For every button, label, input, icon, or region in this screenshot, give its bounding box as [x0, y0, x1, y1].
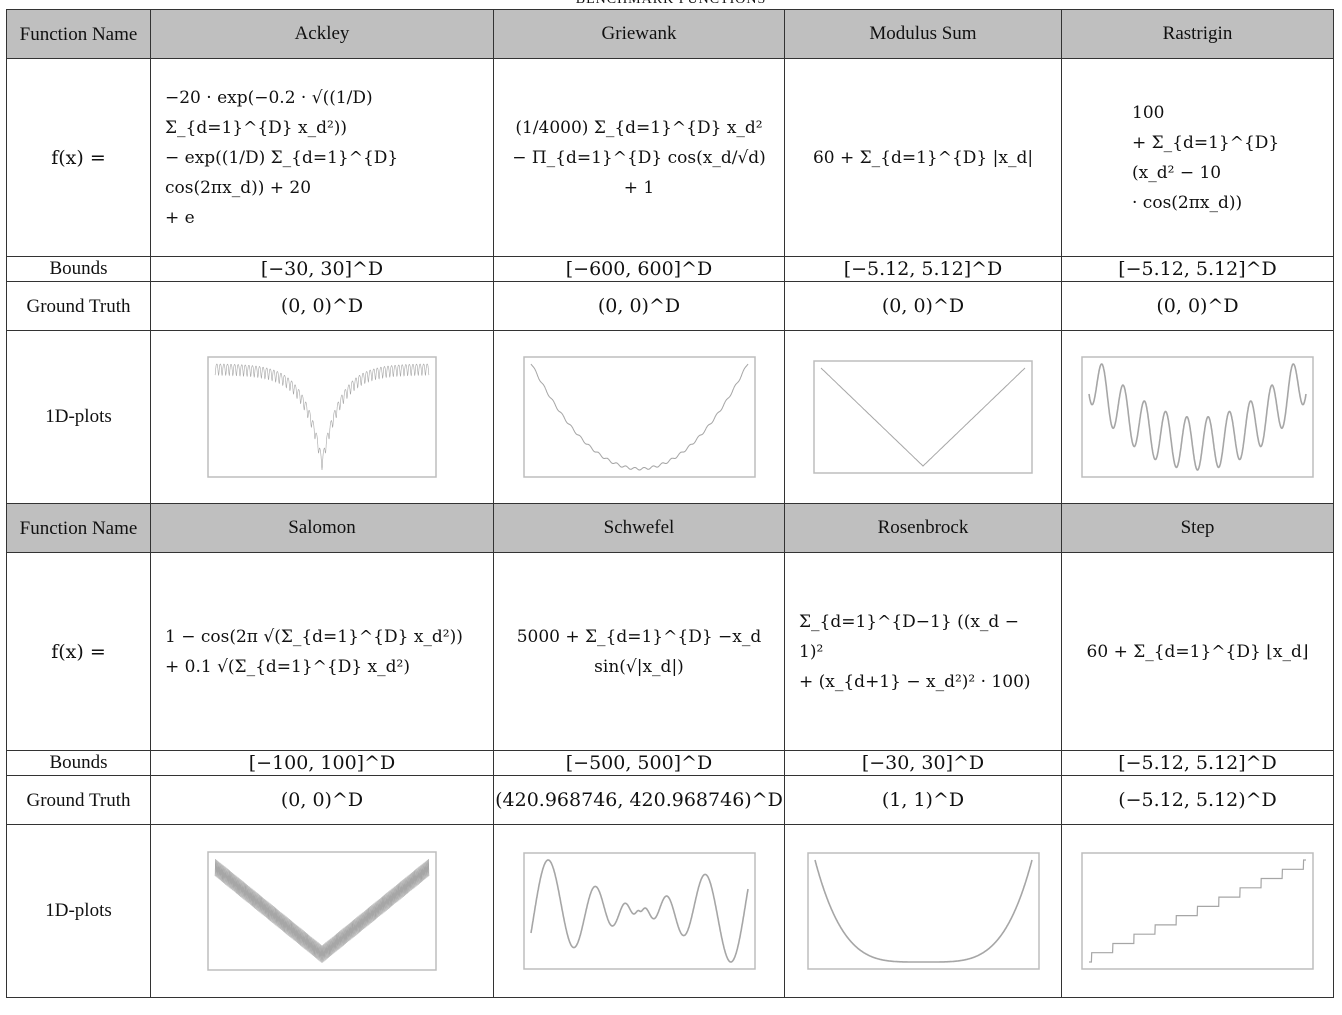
formula-rastrigin: 100 + Σ_{d=1}^{D} (x_d² − 10 · cos(2πx_d…	[1061, 58, 1334, 257]
plot-curve	[813, 859, 1033, 963]
plot-rastrigin	[1081, 356, 1314, 478]
formula-ackley: −20 · exp(−0.2 · √((1/D) Σ_{d=1}^{D} x_d…	[150, 58, 494, 257]
row-label-ground-truth: Ground Truth	[6, 281, 151, 331]
plot-cell-rosenbrock	[784, 824, 1062, 998]
bounds-griewank: [−600, 600]^D	[493, 256, 785, 282]
bounds-rastrigin: [−5.12, 5.12]^D	[1061, 256, 1334, 282]
ground-truth-step: (−5.12, 5.12)^D	[1061, 775, 1334, 825]
plot-cell-rastrigin	[1061, 330, 1334, 504]
row-label-fx: f(x) =	[6, 58, 151, 257]
plot-step	[1081, 852, 1314, 970]
plot-frame	[207, 851, 437, 971]
function-name-step: Step	[1061, 503, 1334, 553]
bounds-schwefel: [−500, 500]^D	[493, 750, 785, 776]
formula-row-2: f(x) = 1 − cos(2π √(Σ_{d=1}^{D} x_d²)) +…	[6, 552, 1334, 751]
bounds-step: [−5.12, 5.12]^D	[1061, 750, 1334, 776]
plot-frame	[522, 356, 756, 478]
formula-row-1: f(x) = −20 · exp(−0.2 · √((1/D) Σ_{d=1}^…	[6, 58, 1334, 257]
row-label-plots: 1D-plots	[6, 330, 151, 504]
row-label-fx: f(x) =	[6, 552, 151, 751]
plot-cell-griewank	[493, 330, 785, 504]
plot-curve	[214, 363, 430, 471]
bounds-modulus-sum: [−5.12, 5.12]^D	[784, 256, 1062, 282]
function-name-ackley: Ackley	[150, 9, 494, 59]
plot-row-2: 1D-plots	[6, 824, 1334, 998]
row-label-ground-truth: Ground Truth	[6, 775, 151, 825]
plot-frame	[1081, 852, 1314, 970]
formula-rosenbrock: Σ_{d=1}^{D−1} ((x_d − 1)² + (x_{d+1} − x…	[784, 552, 1062, 751]
ground-truth-griewank: (0, 0)^D	[493, 281, 785, 331]
plot-schwefel	[522, 852, 756, 970]
plot-curve	[214, 858, 430, 964]
benchmark-table: Function Name Ackley Griewank Modulus Su…	[6, 9, 1334, 998]
plot-frame	[1081, 356, 1314, 478]
row-label-function-name: Function Name	[6, 503, 151, 553]
header-row-2: Function Name Salomon Schwefel Rosenbroc…	[6, 503, 1334, 553]
ground-truth-row-2: Ground Truth (0, 0)^D (420.968746, 420.9…	[6, 775, 1334, 825]
plot-row-1: 1D-plots	[6, 330, 1334, 504]
plot-griewank	[522, 356, 756, 478]
function-name-rosenbrock: Rosenbrock	[784, 503, 1062, 553]
bounds-row-1: Bounds [−30, 30]^D [−600, 600]^D [−5.12,…	[6, 256, 1334, 282]
header-row-1: Function Name Ackley Griewank Modulus Su…	[6, 9, 1334, 59]
plot-cell-salomon	[150, 824, 494, 998]
ground-truth-row-1: Ground Truth (0, 0)^D (0, 0)^D (0, 0)^D …	[6, 281, 1334, 331]
row-label-function-name: Function Name	[6, 9, 151, 59]
function-name-griewank: Griewank	[493, 9, 785, 59]
ground-truth-rastrigin: (0, 0)^D	[1061, 281, 1334, 331]
plot-curve	[530, 363, 748, 471]
table-caption: BENCHMARK FUNCTIONS	[0, 0, 1342, 9]
plot-frame	[813, 360, 1033, 474]
plot-curve	[1089, 859, 1306, 963]
bounds-row-2: Bounds [−100, 100]^D [−500, 500]^D [−30,…	[6, 750, 1334, 776]
plot-curve	[529, 859, 749, 963]
function-name-schwefel: Schwefel	[493, 503, 785, 553]
function-name-rastrigin: Rastrigin	[1061, 9, 1334, 59]
plot-salomon	[207, 851, 437, 971]
plot-frame	[806, 852, 1040, 970]
plot-cell-modulus-sum	[784, 330, 1062, 504]
bounds-ackley: [−30, 30]^D	[150, 256, 494, 282]
ground-truth-modulus-sum: (0, 0)^D	[784, 281, 1062, 331]
ground-truth-rosenbrock: (1, 1)^D	[784, 775, 1062, 825]
bounds-rosenbrock: [−30, 30]^D	[784, 750, 1062, 776]
ground-truth-salomon: (0, 0)^D	[150, 775, 494, 825]
plot-ackley	[207, 356, 437, 478]
row-label-plots: 1D-plots	[6, 824, 151, 998]
ground-truth-ackley: (0, 0)^D	[150, 281, 494, 331]
plot-frame	[207, 356, 437, 478]
plot-cell-schwefel	[493, 824, 785, 998]
row-label-bounds: Bounds	[6, 256, 151, 282]
formula-schwefel: 5000 + Σ_{d=1}^{D} −x_d sin(√|x_d|)	[493, 552, 785, 751]
plot-cell-ackley	[150, 330, 494, 504]
plot-cell-step	[1061, 824, 1334, 998]
plot-frame	[522, 852, 756, 970]
ground-truth-schwefel: (420.968746, 420.968746)^D	[493, 775, 785, 825]
function-name-modulus-sum: Modulus Sum	[784, 9, 1062, 59]
plot-curve	[1088, 363, 1307, 471]
plot-curve	[820, 367, 1026, 467]
formula-salomon: 1 − cos(2π √(Σ_{d=1}^{D} x_d²)) + 0.1 √(…	[150, 552, 494, 751]
plot-modulus-sum	[813, 360, 1033, 474]
function-name-salomon: Salomon	[150, 503, 494, 553]
plot-rosenbrock	[806, 852, 1040, 970]
formula-modulus-sum: 60 + Σ_{d=1}^{D} |x_d|	[784, 58, 1062, 257]
formula-step: 60 + Σ_{d=1}^{D} ⌊x_d⌋	[1061, 552, 1334, 751]
row-label-bounds: Bounds	[6, 750, 151, 776]
bounds-salomon: [−100, 100]^D	[150, 750, 494, 776]
formula-griewank: (1/4000) Σ_{d=1}^{D} x_d² − Π_{d=1}^{D} …	[493, 58, 785, 257]
